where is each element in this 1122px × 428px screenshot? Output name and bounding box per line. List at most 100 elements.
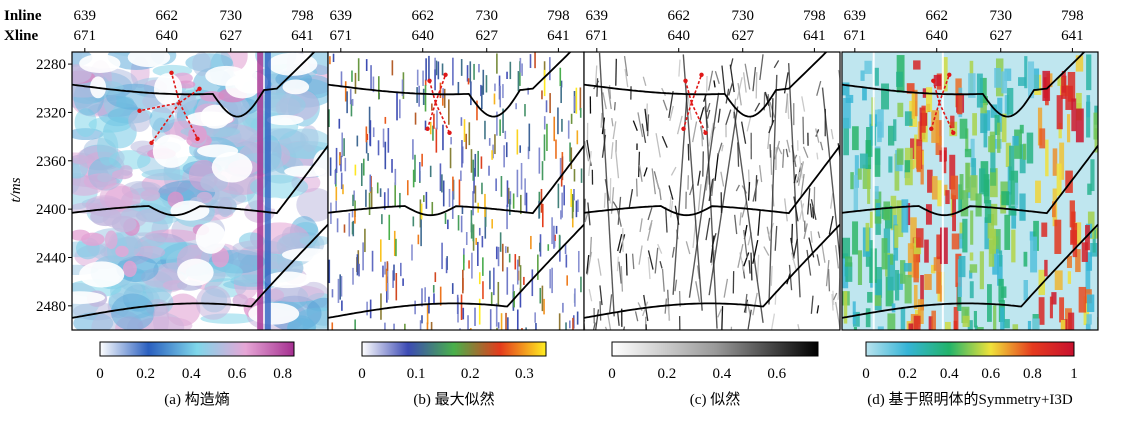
annotation-arrowhead [699, 73, 703, 77]
heat-streak [506, 267, 508, 294]
heat-streak [1024, 280, 1028, 300]
heat-streak [990, 132, 995, 153]
colorbar-tick-label: 0.6 [981, 366, 1000, 382]
heat-streak [438, 61, 440, 79]
heat-streak [479, 272, 481, 284]
heat-streak [529, 124, 531, 152]
heat-streak [411, 244, 413, 260]
heat-blob [136, 209, 166, 222]
heat-streak [881, 83, 889, 109]
heat-streak [926, 87, 932, 112]
heat-streak [471, 149, 473, 173]
heat-blob [225, 75, 260, 99]
heat-streak [381, 214, 383, 224]
xline-tick-label: 640 [925, 28, 948, 44]
heat-streak [585, 199, 586, 221]
heat-streak [420, 320, 422, 337]
colorbar-tick-label: 0.2 [136, 366, 155, 382]
heat-streak [1067, 256, 1072, 268]
heat-streak [1070, 200, 1075, 227]
annotation-arrowhead [137, 109, 141, 113]
heat-streak [970, 211, 973, 245]
heat-streak [431, 322, 433, 336]
annotation-arrowhead [149, 141, 153, 145]
heat-streak [519, 256, 521, 267]
heat-streak [542, 161, 544, 180]
heat-streak [481, 156, 483, 168]
heat-streak [354, 319, 356, 343]
heat-streak [997, 123, 1000, 153]
heat-streak [771, 266, 772, 286]
heat-streak [388, 128, 390, 153]
heat-streak [722, 306, 723, 333]
heat-streak [1057, 95, 1063, 129]
panels: 6396716626407306277986416396716626407306… [52, 8, 1105, 360]
heat-streak [384, 262, 386, 275]
heat-streak [558, 184, 560, 209]
heat-streak [357, 136, 359, 147]
y-tick-label: 2280 [36, 57, 66, 73]
heat-streak [458, 215, 460, 230]
heat-streak [507, 180, 509, 207]
heat-streak [407, 180, 409, 195]
heat-streak [1030, 237, 1037, 273]
inline-tick-label: 639 [844, 8, 867, 24]
heat-streak [892, 303, 896, 312]
annotation-arrowhead [683, 79, 687, 83]
heat-blob [248, 303, 299, 325]
heat-streak [539, 148, 541, 174]
y-tick-label: 2480 [36, 299, 66, 315]
heat-streak [852, 126, 859, 150]
heat-streak [470, 81, 472, 105]
colorbar-tick-label: 0.4 [182, 366, 201, 382]
heat-streak [873, 52, 875, 330]
heat-streak [577, 130, 579, 144]
y-tick-label: 2360 [36, 154, 66, 170]
heat-streak [984, 114, 988, 147]
heat-streak [339, 274, 341, 299]
heat-streak [963, 316, 970, 327]
heat-streak [461, 117, 463, 126]
heat-streak [952, 234, 960, 250]
heat-streak [474, 308, 476, 326]
heat-streak [913, 60, 920, 69]
heat-streak [462, 270, 464, 294]
heat-streak [380, 188, 382, 197]
heat-streak [510, 62, 512, 79]
heat-streak [1054, 220, 1061, 254]
heat-streak [412, 139, 414, 159]
inline-tick-label: 730 [989, 8, 1012, 24]
heat-streak [377, 182, 379, 193]
heat-streak [532, 269, 534, 296]
heat-streak [897, 148, 904, 164]
heat-blob [105, 231, 118, 250]
heat-streak [352, 195, 354, 206]
heat-streak [367, 153, 369, 161]
annotation-arrowhead [931, 79, 935, 83]
heat-streak [1023, 144, 1026, 160]
heat-streak [1061, 320, 1066, 339]
colorbar-tick-label: 0.2 [898, 366, 917, 382]
heat-streak [572, 194, 574, 218]
heat-streak [544, 116, 546, 129]
heat-streak [430, 122, 432, 134]
annotation-arrowhead [425, 127, 429, 131]
heat-streak [506, 205, 508, 229]
heat-streak [472, 225, 474, 242]
colorbar-tick-label: 0.6 [228, 366, 247, 382]
heat-streak [446, 258, 448, 273]
heat-streak [447, 220, 449, 229]
heat-streak [369, 193, 371, 215]
inline-tick-label: 730 [219, 8, 242, 24]
heat-streak [566, 255, 568, 268]
heat-blob [267, 115, 304, 125]
heat-streak [1004, 215, 1010, 250]
inline-tick-label: 639 [330, 8, 353, 24]
heat-streak [461, 140, 463, 168]
heat-blob [128, 48, 170, 67]
inline-tick-label: 798 [1061, 8, 1084, 24]
annotation-arrowhead [703, 131, 707, 135]
heat-streak [576, 88, 578, 114]
heat-streak [970, 252, 974, 260]
heat-streak [534, 52, 536, 68]
